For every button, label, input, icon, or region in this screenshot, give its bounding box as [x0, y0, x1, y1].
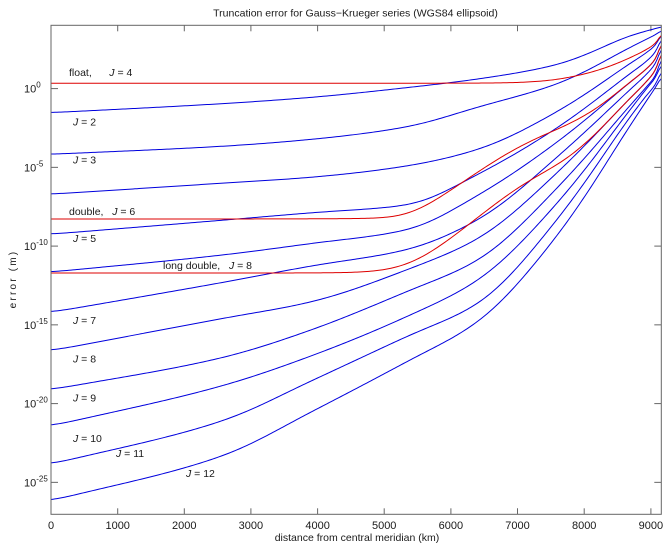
- svg-text:J = 11: J = 11: [115, 448, 144, 460]
- svg-text:double, J = 6: double, J = 6: [69, 206, 135, 218]
- svg-text:J = 3: J = 3: [72, 155, 96, 167]
- svg-text:float, J = 4: float, J = 4: [69, 67, 132, 79]
- svg-text:4000: 4000: [305, 520, 329, 532]
- svg-text:9000: 9000: [639, 520, 663, 532]
- svg-text:J = 10: J = 10: [72, 433, 102, 445]
- svg-text:8000: 8000: [572, 520, 596, 532]
- svg-text:J = 5: J = 5: [72, 233, 96, 245]
- svg-text:distance from central meridian: distance from central meridian (km): [275, 532, 440, 544]
- svg-text:3000: 3000: [239, 520, 263, 532]
- svg-text:Truncation error for Gauss−Kru: Truncation error for Gauss−Krueger serie…: [213, 8, 498, 20]
- svg-text:J = 7: J = 7: [72, 315, 96, 327]
- svg-text:6000: 6000: [439, 520, 463, 532]
- svg-text:7000: 7000: [505, 520, 529, 532]
- svg-text:0: 0: [48, 520, 54, 532]
- svg-text:J = 9: J = 9: [72, 393, 96, 405]
- svg-text:long double, J = 8: long double, J = 8: [163, 260, 252, 272]
- svg-text:1000: 1000: [105, 520, 129, 532]
- svg-text:J = 8: J = 8: [72, 354, 96, 366]
- svg-text:J = 12: J = 12: [185, 468, 215, 480]
- svg-text:5000: 5000: [372, 520, 396, 532]
- svg-text:error (m): error (m): [8, 250, 19, 309]
- svg-text:J = 2: J = 2: [72, 117, 96, 129]
- svg-text:2000: 2000: [172, 520, 196, 532]
